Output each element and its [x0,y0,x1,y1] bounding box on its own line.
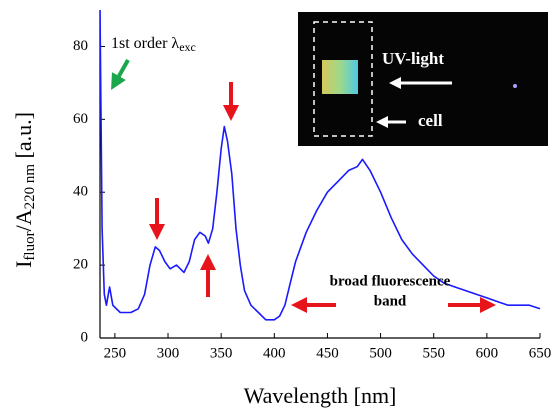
axes: 250 300 350 400 450 500 550 600 650 0 20 40 60 80 [73,10,551,361]
x-tick-label: 250 [104,345,127,361]
y-tick-label: 80 [73,38,88,54]
uv-label: UV-light [382,49,444,68]
excitation-label: 1st order λexc [111,35,196,54]
light-spot [513,84,517,88]
x-tick-label: 500 [369,345,392,361]
band-label: band [374,293,407,309]
x-tick-label: 600 [476,345,499,361]
y-label-sub: fluor [22,231,38,260]
x-tick-label: 350 [210,345,233,361]
excitation-sub: exc [179,40,196,54]
spectrum-line [100,10,541,321]
x-tick-label: 550 [422,345,445,361]
x-tick-label: 300 [157,345,180,361]
y-axis-label: Ifluor/A220 nm [a.u.] [11,112,38,268]
x-tick-label: 400 [263,345,286,361]
plot-area [100,10,541,321]
y-label-sub: 220 nm [22,164,38,210]
x-tick-label: 450 [316,345,339,361]
y-tick-label: 20 [73,257,88,273]
y-label-part: [a.u.] [11,112,36,164]
y-label-part: I [11,261,36,268]
y-tick-label: 0 [81,329,89,345]
annotations: 1st order λexc broad fluorescence band [111,35,496,313]
excitation-text: 1st order λ [111,35,179,52]
excitation-arrow [111,59,130,90]
x-axis-label: Wavelength [nm] [244,383,397,408]
x-tick-label: 650 [529,345,552,361]
cell-box [313,21,373,137]
y-tick-label: 60 [73,111,88,127]
inset-photo: UV-light cell [298,12,548,146]
cell-glow [322,60,358,94]
cell-label: cell [418,111,443,130]
y-tick-label: 40 [73,184,88,200]
band-label: broad fluorescence [330,273,451,289]
y-label-part: /A [11,209,36,231]
